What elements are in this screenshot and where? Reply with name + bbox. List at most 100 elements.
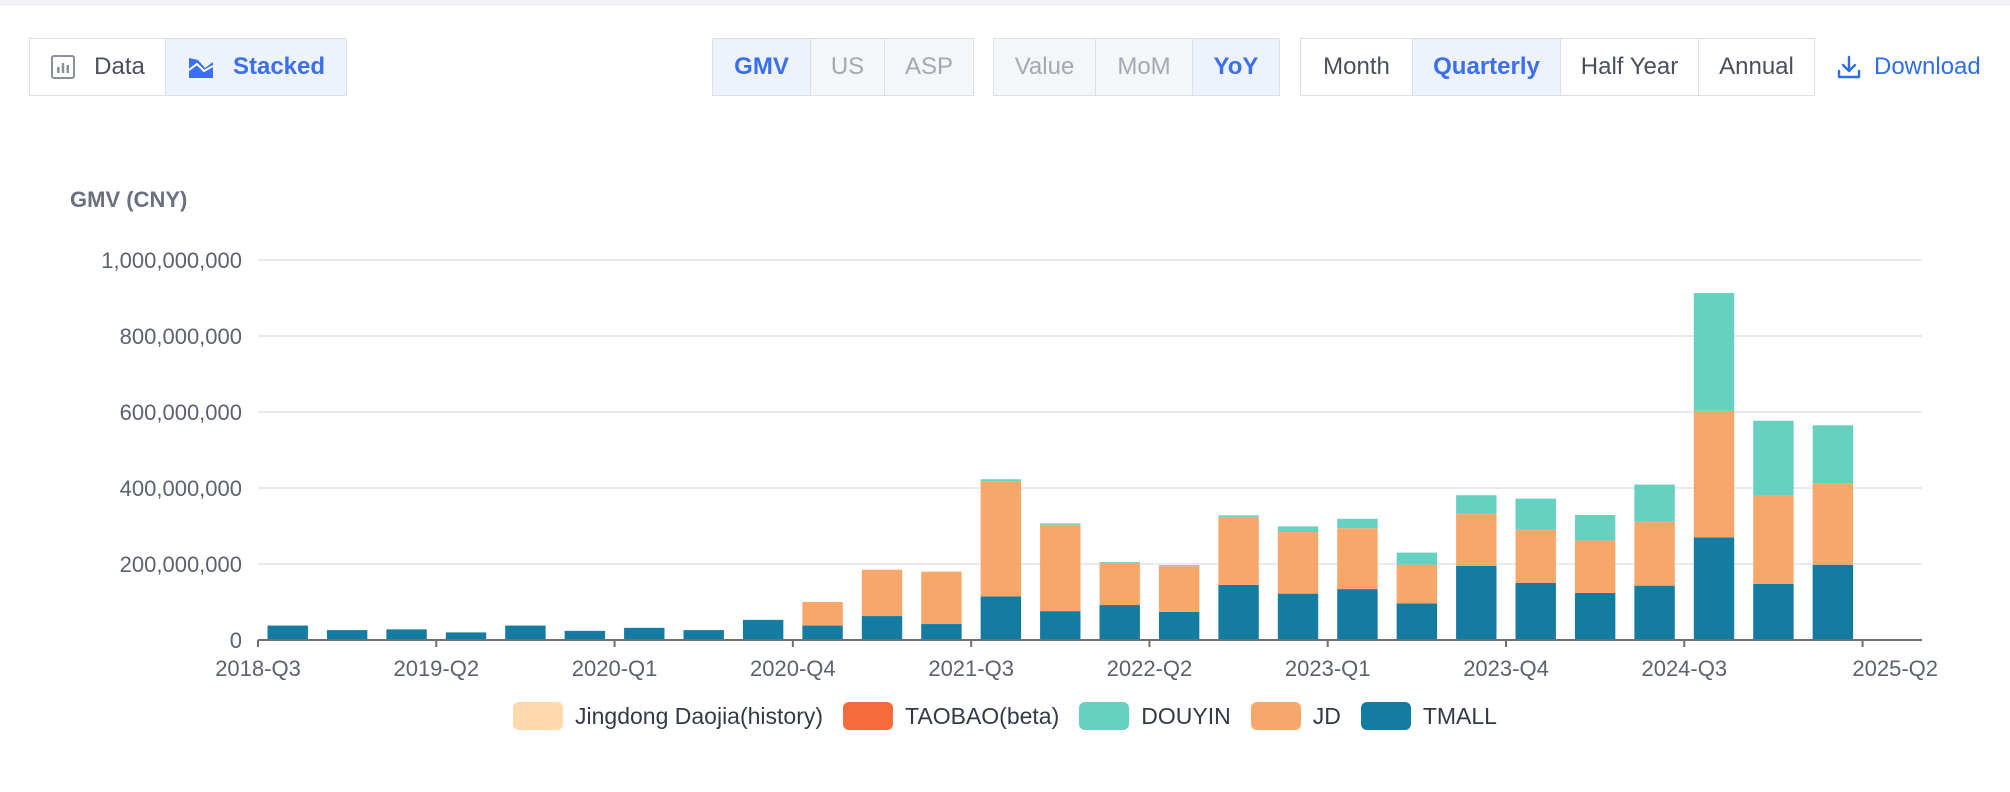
us-button[interactable]: US <box>811 39 885 95</box>
download-button[interactable]: Download <box>1836 50 1981 84</box>
bar-jd-2023-Q2[interactable] <box>1396 564 1438 604</box>
mom-button[interactable]: MoM <box>1096 39 1193 95</box>
bar-jd-2025-Q1[interactable] <box>1812 483 1854 565</box>
bar-tmall-2024-Q4[interactable] <box>1753 583 1794 640</box>
bar-jd-2022-Q2[interactable] <box>1158 566 1200 612</box>
bar-jd-2021-Q1[interactable] <box>861 569 903 617</box>
bar-jd-2023-Q3[interactable] <box>1456 513 1497 566</box>
bar-tmall-2021-Q4[interactable] <box>1040 611 1081 640</box>
quarterly-button[interactable]: Quarterly <box>1413 39 1561 95</box>
x-tick-label: 2020-Q4 <box>750 656 836 681</box>
bar-jd-2021-Q3[interactable] <box>980 481 1022 597</box>
bar-tmall-2024-Q2[interactable] <box>1634 585 1675 640</box>
bar-tmall-2023-Q4[interactable] <box>1515 583 1556 640</box>
bar-tmall-2021-Q1[interactable] <box>861 616 903 640</box>
bar-tmall-2023-Q3[interactable] <box>1456 565 1497 640</box>
legend-item-jd[interactable]: JD <box>1250 702 1341 730</box>
bar-tmall-2021-Q3[interactable] <box>980 596 1022 640</box>
bar-tmall-2020-Q2[interactable] <box>683 630 724 640</box>
bar-douyin-2022-Q1[interactable] <box>1099 562 1140 564</box>
bar-tmall-2020-Q3[interactable] <box>742 619 784 640</box>
stacked-view-button[interactable]: Stacked <box>166 39 346 95</box>
legend-swatch <box>1360 702 1411 730</box>
asp-button[interactable]: ASP <box>885 39 973 95</box>
bar-tmall-2023-Q2[interactable] <box>1396 603 1438 640</box>
bar-douyin-2022-Q4[interactable] <box>1277 526 1319 533</box>
bar-tmall-2022-Q2[interactable] <box>1158 611 1200 640</box>
bar-douyin-2023-Q2[interactable] <box>1396 552 1438 565</box>
annual-button[interactable]: Annual <box>1699 39 1814 95</box>
bar-jd-2024-Q4[interactable] <box>1753 495 1794 584</box>
bar-tmall-2022-Q4[interactable] <box>1277 593 1319 640</box>
bar-douyin-2024-Q2[interactable] <box>1634 484 1675 522</box>
bar-tmall-2018-Q4[interactable] <box>326 630 368 640</box>
bar-tmall-2020-Q1[interactable] <box>624 627 665 640</box>
bar-tmall-2024-Q3[interactable] <box>1693 537 1735 640</box>
half-year-label: Half Year <box>1580 53 1679 80</box>
legend-swatch <box>1250 702 1301 730</box>
legend-item-tmall[interactable]: TMALL <box>1360 702 1497 730</box>
bar-douyin-2024-Q3[interactable] <box>1693 293 1735 411</box>
bar-tmall-2022-Q1[interactable] <box>1099 605 1140 640</box>
bar-jd-2020-Q4[interactable] <box>802 602 843 626</box>
x-tick-label: 2023-Q1 <box>1285 656 1371 681</box>
bar-tmall-2023-Q1[interactable] <box>1337 589 1378 640</box>
data-view-button[interactable]: Data <box>30 39 166 95</box>
value-label: Value <box>1014 53 1075 80</box>
bar-tmall-2018-Q3[interactable] <box>267 625 308 640</box>
bar-jd-2021-Q4[interactable] <box>1040 524 1081 612</box>
view-toggle-group: Data Stacked <box>29 38 347 96</box>
y-axis-ticks: 0 200,000,000 400,000,000 600,000,000 800,00… <box>101 248 242 653</box>
bar-douyin-2022-Q3[interactable] <box>1218 515 1259 518</box>
x-tick-label: 2025-Q2 <box>1852 656 1938 681</box>
bar-douyin-2025-Q1[interactable] <box>1812 425 1854 484</box>
legend-label: JD <box>1312 702 1341 729</box>
asp-label: ASP <box>904 53 954 80</box>
bar-jd-2022-Q3[interactable] <box>1218 517 1259 585</box>
legend-swatch <box>513 702 564 730</box>
bar-tmall-2022-Q3[interactable] <box>1218 584 1259 640</box>
bar-jd-2024-Q3[interactable] <box>1693 410 1735 538</box>
value-button[interactable]: Value <box>994 39 1096 95</box>
download-label: Download <box>1874 53 1981 80</box>
bar-tmall-2019-Q1[interactable] <box>386 629 427 640</box>
annual-label: Annual <box>1719 53 1794 80</box>
bar-douyin-2023-Q3[interactable] <box>1456 495 1497 514</box>
half-year-button[interactable]: Half Year <box>1561 39 1699 95</box>
bar-jd-2022-Q4[interactable] <box>1277 532 1319 594</box>
bar-jd-2024-Q2[interactable] <box>1634 521 1675 586</box>
data-view-label: Data <box>94 53 145 80</box>
bar-douyin-2021-Q4[interactable] <box>1040 523 1081 525</box>
bar-tmall-2021-Q2[interactable] <box>921 624 962 640</box>
bar-douyin-2024-Q4[interactable] <box>1753 420 1794 496</box>
legend-item-douyin[interactable]: DOUYIN <box>1079 702 1231 730</box>
bar-tmall-2020-Q4[interactable] <box>802 625 843 640</box>
bar-jd-2023-Q4[interactable] <box>1515 529 1556 583</box>
yoy-button[interactable]: YoY <box>1193 39 1279 95</box>
x-tick-label: 2023-Q4 <box>1463 656 1549 681</box>
yoy-label: YoY <box>1213 53 1259 80</box>
bar-jd-2024-Q1[interactable] <box>1574 540 1616 593</box>
bar-tmall-2019-Q2[interactable] <box>445 632 487 640</box>
stacked-area-icon <box>187 54 215 80</box>
bar-douyin-2021-Q3[interactable] <box>980 479 1022 482</box>
legend-label: DOUYIN <box>1141 702 1231 729</box>
gmv-button[interactable]: GMV <box>713 39 811 95</box>
bar-douyin-2024-Q1[interactable] <box>1574 514 1616 541</box>
legend-item-taobao[interactable]: TAOBAO(beta) <box>843 702 1059 730</box>
bar-tmall-2019-Q4[interactable] <box>564 630 606 640</box>
top-strip <box>0 0 2010 6</box>
legend-item-jingdong-daojia[interactable]: Jingdong Daojia(history) <box>513 702 823 730</box>
bar-tmall-2025-Q1[interactable] <box>1812 564 1854 640</box>
bar-tmall-2024-Q1[interactable] <box>1574 592 1616 640</box>
bar-jd-2021-Q2[interactable] <box>921 571 962 625</box>
bar-tmall-2019-Q3[interactable] <box>505 625 546 640</box>
x-tick-label: 2020-Q1 <box>572 656 658 681</box>
month-button[interactable]: Month <box>1301 39 1413 95</box>
y-tick-label: 1,000,000,000 <box>101 248 242 273</box>
bar-douyin-2022-Q2[interactable] <box>1158 565 1200 567</box>
bar-douyin-2023-Q4[interactable] <box>1515 498 1556 530</box>
bar-jd-2022-Q1[interactable] <box>1099 563 1140 606</box>
bar-douyin-2023-Q1[interactable] <box>1337 518 1378 529</box>
bar-jd-2023-Q1[interactable] <box>1337 528 1378 590</box>
